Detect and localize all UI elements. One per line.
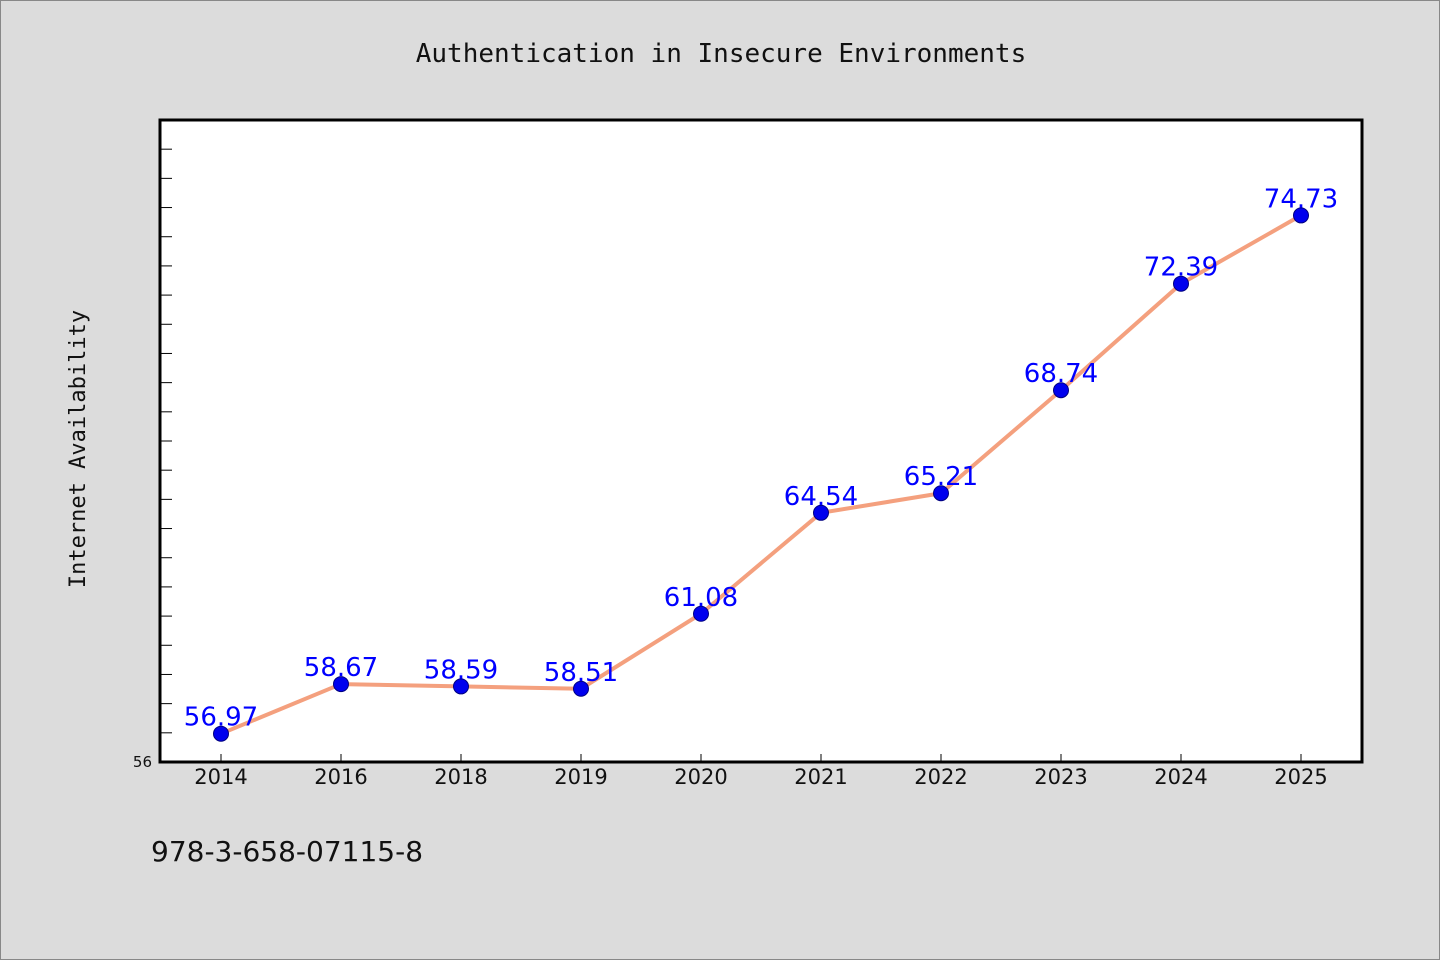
data-point bbox=[333, 676, 349, 693]
data-label: 58.67 bbox=[304, 653, 378, 683]
plot-area bbox=[158, 118, 1364, 764]
data-point bbox=[813, 504, 829, 521]
data-point bbox=[213, 725, 229, 742]
data-label: 72.39 bbox=[1144, 253, 1218, 283]
data-label: 65.21 bbox=[904, 462, 978, 492]
data-label: 74.73 bbox=[1264, 184, 1338, 214]
data-point bbox=[1053, 382, 1069, 399]
series-layer: 56.97 58.67 58.59 58.51 61.08 64.54 65.21 68.74… bbox=[184, 184, 1338, 742]
data-label: 68.74 bbox=[1024, 359, 1098, 389]
data-point bbox=[453, 678, 469, 695]
chart-title: Authentication in Insecure Environments bbox=[416, 39, 1026, 69]
x-axis-ticks: 2014 2016 2018 2019 2020 2021 2022 2023 2024 2025 bbox=[194, 754, 1328, 789]
x-tick-label: 2020 bbox=[674, 765, 727, 789]
x-tick-label: 2019 bbox=[554, 765, 607, 789]
isbn-text: 978-3-658-07115-8 bbox=[151, 835, 424, 868]
y-tick-label-min: 56 bbox=[133, 753, 152, 771]
x-tick-label: 2025 bbox=[1274, 765, 1327, 789]
data-point bbox=[1293, 207, 1309, 224]
data-label: 56.97 bbox=[184, 703, 258, 733]
x-tick-label: 2021 bbox=[794, 765, 847, 789]
data-label: 64.54 bbox=[784, 482, 858, 512]
x-tick-label: 2014 bbox=[194, 765, 247, 789]
data-point bbox=[1173, 275, 1189, 292]
x-tick-label: 2024 bbox=[1154, 765, 1207, 789]
x-tick-label: 2022 bbox=[914, 765, 967, 789]
y-axis-ticks bbox=[160, 148, 172, 734]
data-point bbox=[933, 485, 949, 502]
data-label: 61.08 bbox=[664, 583, 738, 613]
series-line bbox=[219, 213, 1303, 736]
data-label: 58.51 bbox=[544, 658, 618, 688]
data-label: 58.59 bbox=[424, 655, 498, 685]
x-tick-label: 2023 bbox=[1034, 765, 1087, 789]
y-axis-label: Internet Availability bbox=[66, 310, 91, 588]
data-point bbox=[693, 605, 709, 622]
data-point bbox=[573, 680, 589, 697]
x-tick-label: 2016 bbox=[314, 765, 367, 789]
x-tick-label: 2018 bbox=[434, 765, 487, 789]
